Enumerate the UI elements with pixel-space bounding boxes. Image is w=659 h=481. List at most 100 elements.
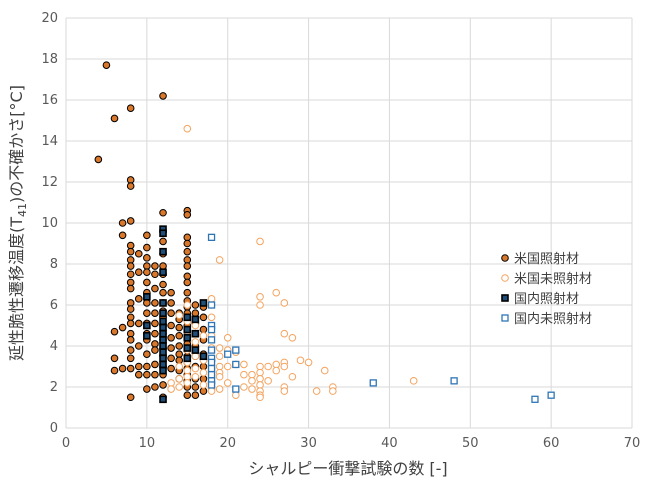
data-point [191,338,200,346]
data-point [143,292,151,301]
data-point [240,370,248,379]
data-point [175,356,183,365]
data-point [151,340,159,348]
data-point [207,301,216,309]
data-point [191,383,200,391]
x-tick-label: 60 [543,436,560,451]
data-point [215,362,224,371]
data-point [159,323,167,332]
data-point [215,256,224,264]
data-point [143,254,151,262]
data-point [232,391,240,400]
data-point [143,321,151,330]
data-point [191,301,200,309]
data-point [143,278,151,287]
data-point [175,375,183,383]
data-point [280,362,289,371]
legend-marker [501,314,509,322]
data-point [126,313,135,322]
data-point [159,268,167,277]
data-point [248,377,256,385]
data-point [159,336,167,344]
data-point [126,270,135,279]
data-point [183,325,192,334]
data-point [126,319,135,328]
legend-marker [501,294,509,302]
data-point [191,352,200,361]
data-point [320,366,329,375]
data-point [450,377,458,385]
data-point [207,336,216,344]
data-point [118,231,127,240]
data-point [126,299,135,307]
data-point [224,350,232,358]
legend-marker [501,254,509,262]
data-point [118,219,127,227]
data-point [264,377,272,385]
data-point [264,362,272,371]
data-point [134,268,143,277]
data-point [256,293,264,301]
legend-item: 米国照射材 [501,251,579,267]
data-point [143,331,151,340]
legend-label: 国内未照射材 [514,311,592,327]
data-point [280,329,289,338]
data-point [126,247,135,256]
data-point [126,284,135,293]
legend-label: 米国照射材 [514,251,579,267]
data-point [207,381,216,389]
data-point [167,299,175,307]
data-point [159,342,167,350]
data-point [272,288,281,297]
data-point [159,299,167,307]
data-point [151,309,159,318]
data-point [312,387,321,395]
data-point [199,368,208,377]
data-point [167,288,175,297]
data-point [183,211,192,219]
data-point [126,393,135,402]
data-point [183,272,192,281]
data-point [175,383,183,391]
gridlines [65,17,633,429]
data-point [183,379,192,387]
x-tick-label: 20 [219,436,236,451]
data-point [207,313,216,322]
data-point [183,391,192,400]
data-point [183,372,192,381]
legend-label: 国内照射材 [514,291,579,307]
data-point [126,278,135,287]
data-point [215,385,224,393]
data-point [159,92,167,100]
data-point [191,329,200,338]
data-point [143,362,151,371]
data-point [183,233,192,242]
data-point [159,208,167,217]
data-point [143,385,151,393]
y-tick-label: 20 [41,11,58,26]
data-point [143,268,151,277]
data-point [126,104,135,112]
data-point [240,360,248,369]
data-point [159,354,167,363]
data-point [175,342,183,350]
data-point [159,262,167,270]
data-point [110,354,119,363]
data-point [110,114,119,123]
x-tick-label: 50 [462,436,479,451]
data-point [183,262,192,270]
y-tick-label: 14 [41,134,58,149]
data-point [248,385,256,393]
legend-label: 米国未照射材 [514,271,592,287]
data-point [159,247,167,256]
data-point [159,309,167,318]
x-tick-label: 70 [624,436,641,451]
data-point [183,278,192,287]
data-point [110,327,119,336]
series-2 [143,225,208,404]
data-point [199,381,208,389]
data-point [143,309,151,318]
data-point [215,352,224,361]
data-point [110,366,119,375]
